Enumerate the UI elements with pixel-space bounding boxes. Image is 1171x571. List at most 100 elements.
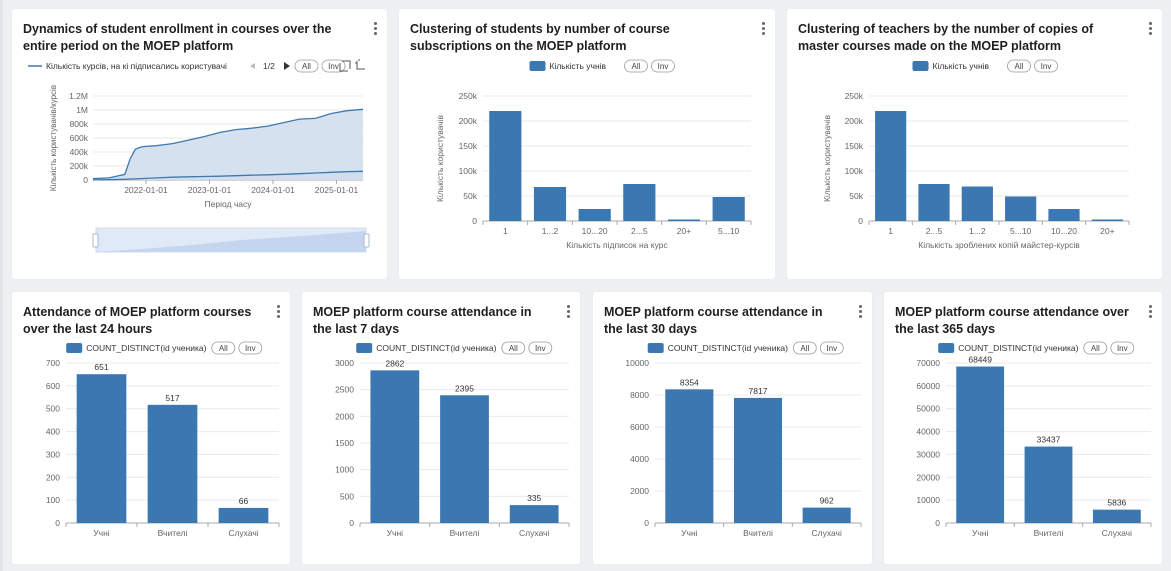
bar[interactable]	[623, 184, 656, 221]
data-label: 651	[94, 362, 108, 372]
y-tick-label: 0	[55, 518, 60, 528]
y-tick-label: 200k	[459, 116, 478, 126]
range-slider-window[interactable]	[96, 228, 366, 252]
bar[interactable]	[440, 395, 489, 523]
data-label: 2862	[385, 358, 404, 368]
y-tick-label: 2000	[630, 486, 649, 496]
data-label: 66	[239, 496, 249, 506]
data-label: 335	[527, 493, 541, 503]
legend-swatch[interactable]	[938, 343, 955, 353]
x-tick-label: 2...5	[631, 226, 648, 236]
bar[interactable]	[875, 111, 907, 221]
y-tick-label: 150k	[845, 141, 864, 151]
chart-title: MOEP platform course attendance over the…	[895, 305, 1129, 336]
bar[interactable]	[1091, 219, 1123, 222]
legend-swatch[interactable]	[66, 343, 83, 353]
legend-inv-button[interactable]	[1110, 341, 1135, 355]
legend-inv-button[interactable]	[528, 341, 553, 355]
x-tick-label: 20+	[1100, 226, 1114, 236]
page-gutter	[0, 0, 3, 571]
bar[interactable]	[961, 186, 993, 222]
series-line[interactable]	[92, 108, 364, 180]
page-prev-icon[interactable]	[250, 63, 255, 69]
zoom-reset-icon[interactable]	[355, 59, 365, 70]
x-tick-label: 2023-01-01	[188, 185, 232, 195]
bar[interactable]	[147, 404, 198, 523]
chart-menu-icon[interactable]	[272, 304, 284, 320]
y-tick-label: 50k	[463, 191, 477, 201]
series-area	[93, 109, 363, 180]
legend-all-button[interactable]	[501, 341, 526, 355]
y-tick-label: 400k	[70, 147, 89, 157]
data-label: 5836	[1107, 498, 1126, 508]
legend-all-button[interactable]	[1083, 341, 1108, 355]
range-slider-right-handle[interactable]	[363, 233, 370, 248]
bar[interactable]	[733, 397, 783, 523]
range-slider-left-handle[interactable]	[92, 233, 99, 248]
legend-all-label: All	[219, 344, 228, 353]
x-tick-label: 20+	[677, 226, 691, 236]
x-tick-label: 1...2	[542, 226, 559, 236]
chart-title: MOEP platform course attendance in the l…	[604, 305, 823, 336]
bar[interactable]	[1005, 196, 1037, 222]
bar[interactable]	[956, 366, 1005, 523]
legend-swatch[interactable]	[356, 343, 373, 353]
bar[interactable]	[1048, 209, 1080, 221]
legend-all-button[interactable]	[211, 341, 236, 355]
page-next-icon[interactable]	[284, 62, 290, 70]
bar[interactable]	[1024, 446, 1073, 523]
attendance-24h-card: Attendance of MOEP platform courses over…	[12, 292, 290, 564]
x-tick-label: Учні	[972, 528, 989, 538]
x-tick-label: Вчителі	[450, 528, 480, 538]
bar[interactable]	[578, 209, 611, 221]
chart-menu-icon[interactable]	[369, 21, 381, 37]
legend-label: COUNT_DISTINCT(id ученика)	[668, 343, 788, 353]
bar[interactable]	[533, 187, 567, 221]
y-tick-label: 70000	[916, 358, 940, 368]
bar[interactable]	[1092, 509, 1141, 523]
legend-swatch[interactable]	[529, 61, 546, 71]
y-tick-label: 200k	[70, 161, 89, 171]
chart-menu-icon[interactable]	[562, 304, 574, 320]
bar[interactable]	[712, 197, 745, 221]
bar[interactable]	[489, 111, 522, 221]
legend-all-button[interactable]	[1007, 59, 1031, 73]
legend-swatch[interactable]	[647, 343, 664, 353]
legend-all-button[interactable]	[294, 59, 319, 73]
chart-title: Attendance of MOEP platform courses over…	[23, 305, 252, 336]
bar[interactable]	[218, 507, 269, 523]
chart-menu-icon[interactable]	[1144, 304, 1156, 320]
bar[interactable]	[76, 374, 127, 523]
zoom-select-icon[interactable]	[339, 60, 351, 72]
legend-label: Кількість курсів, на кі підписались кори…	[46, 61, 227, 71]
legend-all-button[interactable]	[624, 59, 648, 73]
legend-label: COUNT_DISTINCT(id ученика)	[376, 343, 496, 353]
bar[interactable]	[509, 505, 559, 523]
teachers-clustering-svg: Кількість учнів All Inv 0 50k 100k 150k 200k 250…	[822, 59, 1130, 250]
legend-all-label: All	[302, 62, 311, 71]
legend-swatch[interactable]	[912, 61, 929, 71]
legend-inv-button[interactable]	[819, 341, 844, 355]
legend-inv-button[interactable]	[321, 59, 346, 73]
bar[interactable]	[918, 184, 950, 221]
legend-inv-label: Inv	[1041, 62, 1052, 71]
chart-menu-icon[interactable]	[1144, 21, 1156, 37]
x-tick-label: Учні	[681, 528, 698, 538]
series-line[interactable]	[92, 170, 364, 181]
bar[interactable]	[802, 507, 851, 523]
legend-inv-button[interactable]	[651, 59, 675, 73]
x-tick-label: 1	[888, 226, 893, 236]
x-tick-label: 2024-01-01	[251, 185, 295, 195]
y-tick-label: 20000	[916, 472, 940, 482]
bar[interactable]	[665, 389, 714, 523]
y-tick-label: 40000	[916, 427, 940, 437]
bar[interactable]	[370, 370, 420, 523]
chart-menu-icon[interactable]	[757, 21, 769, 37]
teachers-clustering-card: Clustering of teachers by the number of …	[787, 9, 1162, 279]
chart-menu-icon[interactable]	[854, 304, 866, 320]
y-tick-label: 1500	[335, 438, 354, 448]
legend-inv-button[interactable]	[238, 341, 263, 355]
bar[interactable]	[667, 219, 701, 222]
legend-inv-button[interactable]	[1034, 59, 1058, 73]
legend-all-button[interactable]	[792, 341, 817, 355]
